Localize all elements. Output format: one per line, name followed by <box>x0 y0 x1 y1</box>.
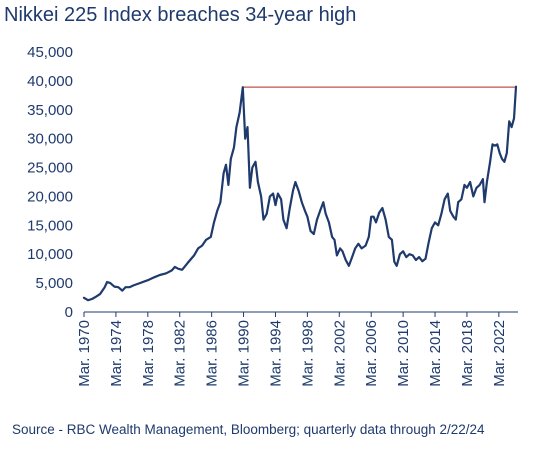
y-tick-label: 45,000 <box>27 44 73 61</box>
chart-title: Nikkei 225 Index breaches 34-year high <box>4 4 357 26</box>
series-group <box>82 85 518 302</box>
x-tick-label: Mar. 1978 <box>140 320 157 387</box>
series-line-nikkei-225 <box>82 85 518 302</box>
x-tick-label: Mar. 1974 <box>108 320 125 387</box>
y-tick-label: 0 <box>65 304 73 321</box>
chart-source-note: Source - RBC Wealth Management, Bloomber… <box>12 422 485 437</box>
y-tick-label: 40,000 <box>27 73 73 90</box>
x-tick-label: Mar. 1982 <box>172 320 189 387</box>
x-tick-label: Mar. 2014 <box>427 320 444 387</box>
x-tick-label: Mar. 1970 <box>76 320 93 387</box>
y-tick-label: 15,000 <box>27 217 73 234</box>
x-tick-label: Mar. 1986 <box>204 320 221 387</box>
y-tick-label: 10,000 <box>27 246 73 263</box>
x-tick-label: Mar. 2002 <box>331 320 348 387</box>
x-tick-label: Mar. 2022 <box>491 320 508 387</box>
y-tick-label: 25,000 <box>27 160 73 177</box>
y-tick-label: 20,000 <box>27 188 73 205</box>
x-tick-label: Mar. 1990 <box>236 320 253 387</box>
x-tick-label: Mar. 2018 <box>459 320 476 387</box>
y-tick-label: 35,000 <box>27 102 73 119</box>
y-tick-label: 5,000 <box>35 275 73 292</box>
y-axis: 0 5,000 10,000 15,000 20,000 25,000 30,000 35,0… <box>27 44 73 321</box>
x-tick-label: Mar. 2006 <box>363 320 380 387</box>
y-tick-label: 30,000 <box>27 131 73 148</box>
x-tick-label: Mar. 1998 <box>299 320 316 387</box>
x-tick-label: Mar. 2010 <box>395 320 412 387</box>
x-axis: Mar. 1970 Mar. 1974 Mar. 1978 Mar. 1982 Mar.… <box>76 311 518 387</box>
x-tick-label: Mar. 1994 <box>267 320 284 387</box>
